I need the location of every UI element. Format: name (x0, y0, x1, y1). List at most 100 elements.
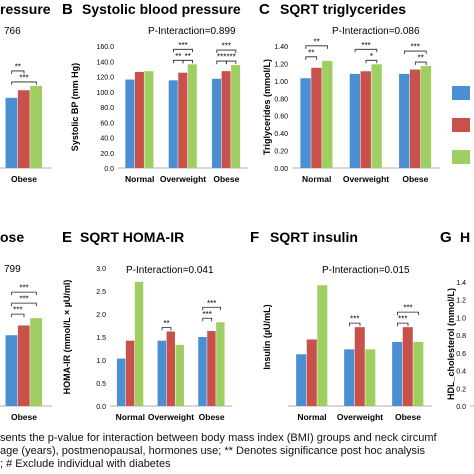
y-tick-label: 0.0 (104, 166, 114, 173)
bar (392, 341, 403, 406)
significance-stars: ** (185, 52, 191, 61)
significance-bracket (225, 60, 237, 65)
bar (5, 335, 18, 406)
significance-stars: ** (175, 52, 181, 61)
significance-bracket (11, 291, 37, 296)
significance-stars: *** (222, 42, 231, 51)
y-tick-label: 1.0 (456, 315, 466, 322)
x-tick-label: Obese (213, 174, 239, 184)
bar (187, 64, 197, 168)
bar (317, 285, 328, 406)
bar (402, 327, 413, 406)
significance-stars: ** (314, 37, 320, 46)
y-tick-label: 80.0 (100, 105, 114, 112)
y-tick-label: 3.0 (96, 266, 106, 273)
y-tick-label: 1.40 (274, 44, 288, 51)
significance-bracket (11, 313, 25, 318)
bar (344, 349, 355, 406)
panel-title: SQRT triglycerides (280, 1, 406, 17)
y-tick-label: 140.0 (96, 59, 114, 66)
interaction-p-value: 799 (4, 264, 21, 275)
y-tick-label: 1.20 (274, 61, 288, 68)
y-tick-label: 0.4 (456, 369, 466, 376)
significance-bracket (414, 61, 427, 66)
y-tick-label: 60.0 (100, 120, 114, 127)
bar (371, 64, 382, 168)
bar (349, 73, 361, 168)
significance-bracket (305, 45, 328, 49)
significance-stars: * (370, 52, 373, 61)
caption-line-2: age (years), postmenopausal, hormones us… (0, 445, 425, 457)
x-tick-label: Obese (11, 174, 37, 184)
panel-letter: E (62, 229, 72, 246)
significance-stars: ** (308, 48, 314, 57)
legend-swatch (452, 86, 470, 100)
significance-bracket (161, 327, 172, 331)
panel-letter: C (259, 1, 270, 18)
bar (134, 71, 144, 168)
bar (17, 325, 30, 406)
bar (157, 340, 167, 406)
legend-swatch (452, 150, 470, 164)
y-tick-label: 0.40 (274, 131, 288, 138)
significance-stars: *** (203, 310, 212, 319)
bar (207, 331, 216, 406)
y-tick-label: 1.4 (456, 280, 466, 287)
interaction-p-value: P-Interaction=0.086 (332, 26, 420, 37)
bar (5, 97, 18, 168)
bar (306, 339, 317, 406)
y-tick-label: 0.2 (456, 386, 466, 393)
significance-stars: ** (163, 319, 169, 328)
panel-title: Systolic blood pressure (82, 1, 241, 17)
significance-bracket (11, 81, 37, 85)
significance-stars: *** (217, 53, 226, 62)
bar (30, 85, 42, 168)
panel-f: F SQRT insulin P-Interaction=0.015 Insulin … (250, 229, 432, 422)
y-tick-label: 120.0 (96, 75, 114, 82)
bar (17, 90, 30, 168)
panel-title: ressure (0, 1, 51, 17)
y-tick-label: 0.60 (274, 114, 288, 121)
significance-bracket (354, 48, 378, 53)
panel-c: C SQRT triglycerides P-Interaction=0.086 0.… (259, 1, 440, 184)
y-tick-label: 0.6 (456, 351, 466, 358)
significance-stars: *** (13, 306, 22, 315)
bar (212, 78, 222, 168)
panel-b: B Systolic blood pressure P-Interaction=0.… (62, 1, 248, 184)
bar (300, 78, 311, 168)
interaction-p-value: P-Interaction=0.041 (126, 265, 214, 276)
x-tick-label: Normal (297, 412, 326, 422)
x-tick-label: Obese (402, 174, 428, 184)
x-tick-label: Overweight (343, 174, 389, 184)
y-tick-label: 0.80 (274, 96, 288, 103)
y-tick-label: 100.0 (96, 90, 114, 97)
interaction-p-value: P-Interaction=0.899 (148, 26, 236, 37)
y-tick-label: 0.5 (96, 381, 106, 388)
significance-stars: *** (19, 295, 28, 304)
bar (125, 79, 135, 168)
figure-caption: sents the p-value for interaction betwee… (0, 432, 474, 474)
significance-stars: *** (361, 41, 370, 50)
significance-stars: *** (411, 43, 420, 52)
bar (178, 72, 188, 168)
panel-letter: F (250, 229, 259, 246)
x-tick-label: Overweight (337, 412, 383, 422)
panel-title: SQRT HOMA-IR (80, 229, 184, 245)
bar (216, 322, 225, 406)
bar (175, 344, 184, 406)
bar (420, 66, 432, 168)
interaction-p-value: P-Interaction=0.015 (322, 265, 410, 276)
significance-bracket (349, 322, 361, 327)
y-axis-label: HDL_cholesterol (mmol/L) (446, 288, 456, 400)
significance-stars: ** (15, 62, 21, 71)
bar (399, 73, 410, 168)
x-tick-label: Obese (395, 412, 421, 422)
significance-bracket (202, 317, 213, 322)
bar (134, 281, 144, 406)
y-axis-label: Triglycerides (mmol/L) (262, 59, 272, 155)
bar (296, 354, 307, 406)
bar (354, 327, 365, 406)
x-tick-label: Obese (11, 412, 37, 422)
